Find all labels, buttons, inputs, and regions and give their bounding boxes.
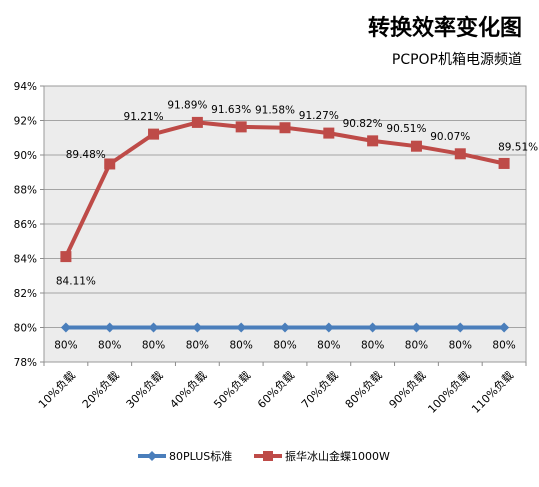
x-tick-label: 10%负载	[35, 368, 78, 411]
y-tick-label: 84%	[14, 254, 37, 266]
data-point-diamond	[60, 322, 71, 333]
y-axis: 78% 80% 82% 84% 86% 88% 90% 92% 94%	[14, 81, 44, 369]
data-label: 90.51%	[386, 123, 426, 135]
x-tick-label: 100%负载	[425, 368, 473, 416]
data-point-square	[454, 148, 466, 160]
y-tick-label: 92%	[14, 116, 37, 128]
y-tick-label: 80%	[14, 323, 37, 335]
data-point-diamond	[323, 322, 334, 333]
x-tick-label: 20%负载	[79, 368, 122, 411]
data-label: 80%	[273, 340, 296, 352]
x-tick-label: 90%负载	[386, 368, 429, 411]
data-label: 91.63%	[211, 104, 251, 116]
data-point-diamond	[104, 322, 115, 333]
x-tick-label: 40%负载	[167, 368, 210, 411]
data-label: 89.48%	[66, 149, 106, 161]
x-tick-label: 70%负载	[298, 368, 341, 411]
data-label: 80%	[186, 340, 209, 352]
data-label: 91.27%	[299, 110, 339, 122]
data-point-square	[410, 140, 422, 152]
data-point-diamond	[499, 322, 510, 333]
y-tick-label: 94%	[14, 81, 37, 93]
data-label: 90.07%	[430, 131, 470, 143]
data-point-square	[498, 157, 510, 169]
x-tick-label: 50%负载	[211, 368, 254, 411]
data-point-square	[323, 127, 335, 139]
data-label: 80%	[492, 340, 515, 352]
data-label: 91.89%	[167, 99, 207, 111]
data-label: 80%	[361, 340, 384, 352]
y-tick-label: 90%	[14, 150, 37, 162]
data-label: 80%	[98, 340, 121, 352]
data-label: 84.11%	[56, 276, 96, 288]
legend-label: 振华冰山金蝶1000W	[285, 449, 390, 463]
data-point-diamond	[411, 322, 422, 333]
x-tick-label: 110%负载	[469, 368, 517, 416]
data-point-diamond	[280, 322, 290, 333]
data-label: 89.51%	[498, 141, 538, 153]
data-point-square	[148, 128, 160, 140]
legend-marker-square	[263, 451, 273, 461]
chart-title: 转换效率变化图	[368, 15, 522, 41]
data-point-diamond	[192, 322, 203, 333]
data-label: 91.58%	[255, 105, 295, 117]
x-tick-label: 60%负载	[254, 368, 297, 411]
data-label: 91.21%	[124, 111, 164, 123]
x-axis: 10%负载 20%负载 30%负载 40%负载 50%负载 60%负载 70%负载 80%负载…	[35, 362, 527, 416]
legend-label: 80PLUS标准	[169, 449, 232, 463]
data-point-square	[235, 121, 247, 133]
data-point-square	[279, 122, 291, 134]
data-label: 80%	[317, 340, 340, 352]
y-tick-label: 78%	[14, 357, 37, 369]
chart-subtitle: PCPOP机箱电源频道	[392, 52, 522, 68]
y-tick-label: 86%	[14, 219, 37, 231]
x-tick-label: 30%负载	[123, 368, 166, 411]
y-tick-label: 88%	[14, 185, 37, 197]
series-group: 80% 80% 80% 80% 80% 80% 80% 80% 80% 80% 80% 84.11% 8…	[54, 99, 538, 351]
data-point-square	[367, 135, 379, 147]
data-point-square	[104, 158, 116, 170]
y-tick-label: 82%	[14, 288, 37, 300]
data-point-diamond	[148, 322, 159, 333]
data-label: 80%	[54, 340, 77, 352]
x-tick-label: 80%负载	[342, 368, 385, 411]
data-point-diamond	[367, 322, 378, 333]
data-label: 80%	[405, 340, 428, 352]
data-point-square	[60, 251, 72, 263]
data-label: 80%	[230, 340, 253, 352]
data-point-diamond	[455, 322, 466, 333]
data-label: 80%	[142, 340, 165, 352]
data-label: 90.82%	[343, 118, 383, 130]
data-point-diamond	[236, 322, 247, 333]
legend-marker-diamond	[147, 451, 157, 461]
data-label: 80%	[449, 340, 472, 352]
data-point-square	[191, 116, 203, 128]
legend[interactable]: 80PLUS标准 振华冰山金蝶1000W	[138, 449, 390, 463]
